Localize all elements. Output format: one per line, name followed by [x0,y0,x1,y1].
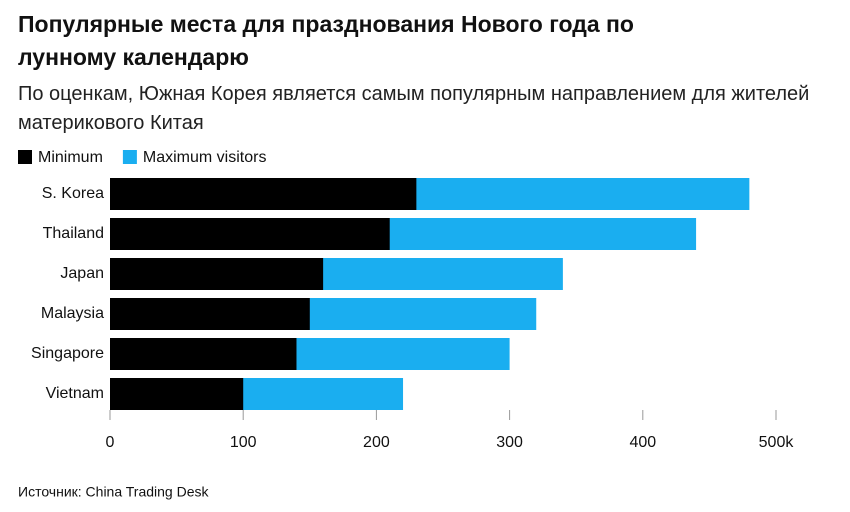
x-tick-label: 200 [363,434,390,451]
x-tick-label: 300 [496,434,523,451]
x-tick-label: 0 [106,434,115,451]
bar [110,338,297,370]
bar [110,378,244,410]
y-tick-label: Thailand [43,225,104,242]
x-tick-label: 400 [629,434,656,451]
source: Источник: China Trading Desk [18,484,209,500]
legend-swatch [122,150,137,164]
y-tick-label: Vietnam [46,385,104,402]
bar [110,298,310,330]
x-tick-label: 100 [230,434,257,451]
bar [110,258,324,290]
chart-subtitle: По оценкам, Южная Корея является самым п… [18,83,810,134]
legend-swatch [18,150,32,164]
y-tick-label: Singapore [31,345,104,362]
y-tick-label: Japan [60,265,104,282]
chart-title: Популярные места для празднования Нового… [18,11,634,70]
legend-label: Maximum visitors [143,149,267,166]
y-tick-label: Malaysia [41,305,104,322]
legend-label: Minimum [38,149,103,166]
x-tick-label: 500k [759,434,795,451]
bar [110,218,390,250]
y-tick-label: S. Korea [42,185,104,202]
bar [110,178,417,210]
